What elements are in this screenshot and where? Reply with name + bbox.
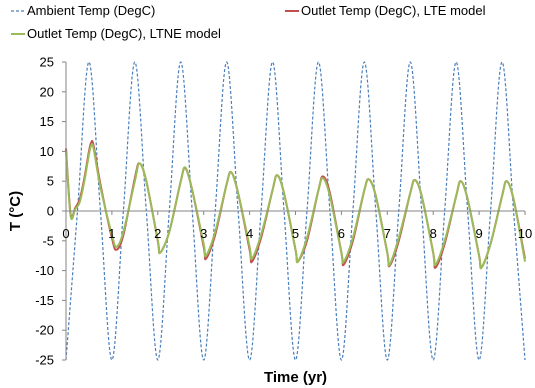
x-tick-label: 2 xyxy=(154,226,161,241)
y-tick-label: 25 xyxy=(40,55,54,70)
series-line-1 xyxy=(65,61,526,361)
y-tick-label: -15 xyxy=(35,293,54,308)
x-tick-label: 9 xyxy=(475,226,482,241)
y-axis-title: T (°C) xyxy=(7,191,24,231)
legend-item: Ambient Temp (DegC) xyxy=(11,3,155,18)
x-axis-title: Time (yr) xyxy=(264,369,327,386)
legend-label: Ambient Temp (DegC) xyxy=(27,3,155,18)
x-tick-label: 1 xyxy=(108,226,115,241)
x-tick-label: 3 xyxy=(200,226,207,241)
y-tick-label: 20 xyxy=(40,84,54,99)
y-tick-label: 15 xyxy=(40,114,54,129)
x-tick-label: 8 xyxy=(430,226,437,241)
series-line-3 xyxy=(65,142,526,270)
x-tick-label: 4 xyxy=(246,226,253,241)
y-tick-label: 10 xyxy=(40,144,54,159)
y-tick-label: -10 xyxy=(35,263,54,278)
legend: Ambient Temp (DegC) Outlet Temp (DegC), L… xyxy=(11,3,486,41)
legend-label: Outlet Temp (DegC), LTE model xyxy=(301,3,486,18)
axes-layer: 25 20 15 10 5 0 -5 -10 -15 -20 -25 0 1 2 3 4 5 6 7 8 9 10 xyxy=(35,55,532,368)
y-tick-label: -20 xyxy=(35,323,54,338)
y-tick-label: -25 xyxy=(35,353,54,368)
y-tick-label: -5 xyxy=(42,233,54,248)
x-tick-label: 7 xyxy=(384,226,391,241)
y-tick-label: 0 xyxy=(47,204,54,219)
x-tick-label: 5 xyxy=(292,226,299,241)
legend-item: Outlet Temp (DegC), LTE model xyxy=(285,3,486,18)
y-tick-label: 5 xyxy=(47,174,54,189)
x-tick-label: 0 xyxy=(62,226,69,241)
series-layer xyxy=(65,61,526,361)
legend-item: Outlet Temp (DegC), LTNE model xyxy=(11,26,221,41)
legend-label: Outlet Temp (DegC), LTNE model xyxy=(27,26,221,41)
x-tick-label: 10 xyxy=(518,226,532,241)
x-tick-label: 6 xyxy=(338,226,345,241)
